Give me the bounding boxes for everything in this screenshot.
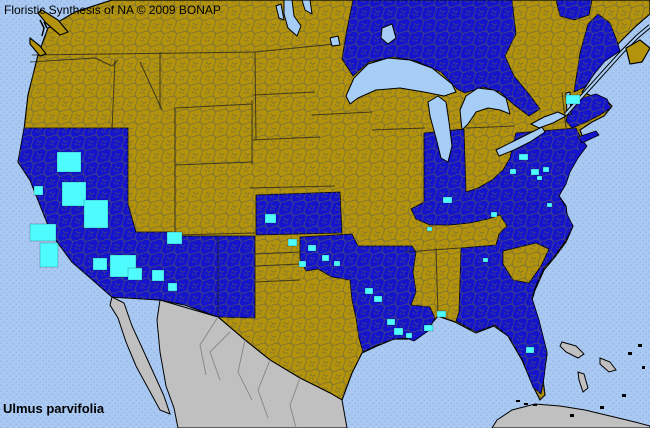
county-record-marker bbox=[127, 267, 143, 281]
county-record-marker bbox=[166, 231, 183, 245]
county-record-marker bbox=[509, 168, 517, 175]
county-record-marker bbox=[83, 199, 109, 229]
county-record-marker bbox=[530, 168, 540, 176]
county-record-marker bbox=[29, 223, 57, 242]
county-record-marker bbox=[386, 318, 396, 326]
county-record-marker bbox=[426, 226, 433, 232]
lake-of-the-woods bbox=[329, 35, 341, 47]
bahamas-islands bbox=[559, 341, 617, 393]
mexico-state-lines bbox=[199, 316, 301, 428]
county-record-marker bbox=[482, 257, 489, 263]
county-record-marker bbox=[423, 324, 434, 332]
nova-scotia bbox=[625, 39, 650, 65]
county-record-marker bbox=[565, 94, 581, 105]
lake-ontario bbox=[530, 111, 567, 129]
county-record-marker bbox=[298, 260, 307, 268]
lake-huron bbox=[459, 87, 511, 131]
county-record-marker bbox=[321, 254, 330, 262]
county-record-marker bbox=[264, 213, 277, 224]
lake-winnipegosis bbox=[275, 0, 313, 21]
county-record-marker bbox=[92, 257, 108, 271]
puget-sound bbox=[39, 19, 48, 37]
lake-erie bbox=[495, 126, 546, 157]
st-lawrence-river-water bbox=[565, 25, 650, 115]
county-record-marker bbox=[525, 346, 535, 354]
county-record-markers bbox=[29, 94, 581, 354]
county-record-marker bbox=[393, 327, 404, 336]
coastal-islands bbox=[29, 9, 650, 65]
county-record-marker bbox=[39, 242, 59, 268]
county-record-marker bbox=[490, 211, 498, 218]
county-record-marker bbox=[373, 295, 383, 303]
vancouver-island bbox=[29, 9, 69, 57]
small-island-specks bbox=[516, 344, 645, 417]
county-record-marker bbox=[167, 282, 178, 292]
county-record-marker bbox=[364, 287, 374, 295]
county-record-marker bbox=[442, 196, 453, 204]
county-record-marker bbox=[287, 238, 298, 247]
county-record-marker bbox=[546, 202, 553, 208]
lake-winnipeg bbox=[283, 0, 302, 37]
county-record-marker bbox=[333, 260, 341, 267]
mexico-mainland bbox=[156, 299, 348, 428]
out-of-coverage bbox=[109, 296, 650, 428]
baja-california bbox=[109, 296, 171, 415]
ontario-inland-lake bbox=[380, 23, 397, 45]
lake-superior bbox=[345, 57, 457, 105]
great-lakes bbox=[275, 0, 650, 163]
county-record-marker bbox=[405, 332, 413, 339]
county-record-marker bbox=[307, 244, 317, 252]
county-record-marker bbox=[542, 166, 550, 173]
lake-michigan bbox=[427, 95, 453, 163]
county-record-marker bbox=[61, 181, 87, 207]
county-record-marker bbox=[56, 151, 82, 173]
county-record-marker bbox=[436, 310, 447, 318]
state-borders bbox=[29, 43, 567, 317]
county-record-marker bbox=[518, 153, 529, 161]
county-record-marker bbox=[151, 269, 165, 282]
county-record-marker bbox=[33, 185, 44, 196]
county-record-marker bbox=[536, 175, 543, 181]
